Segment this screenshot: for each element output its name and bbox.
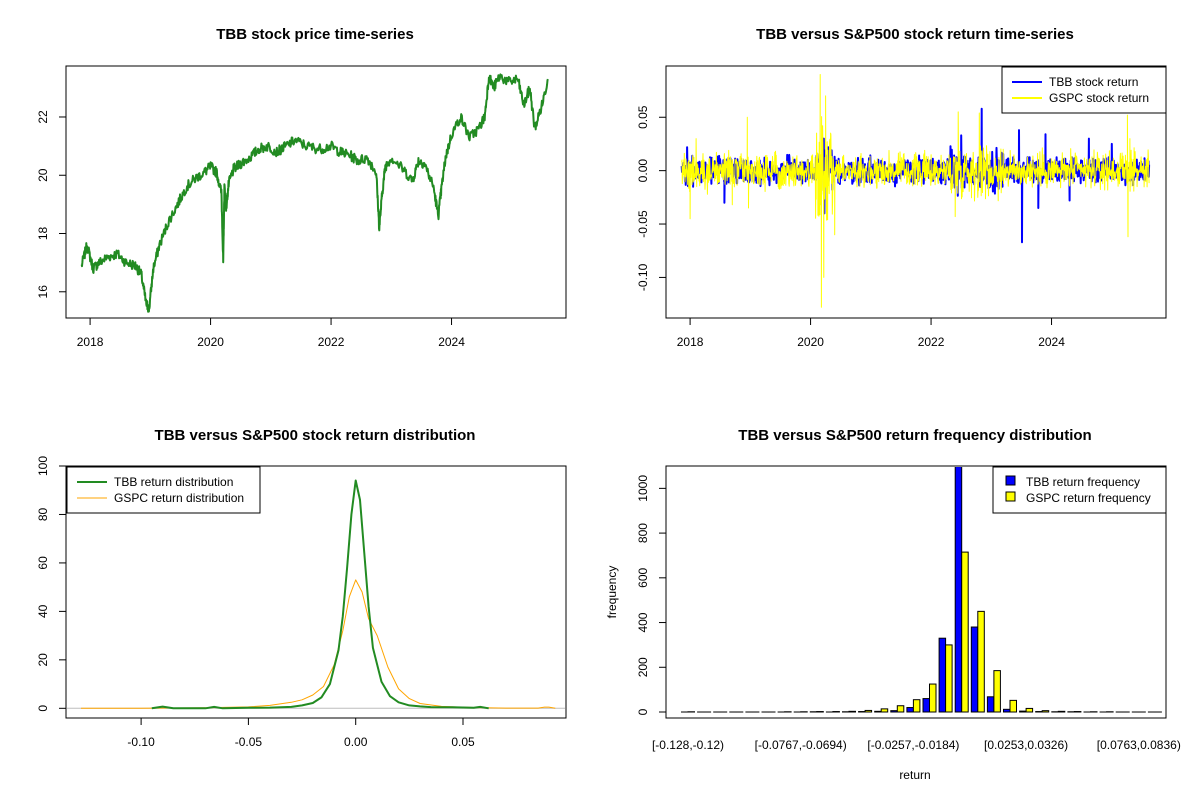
price-series-line bbox=[80, 73, 549, 313]
density-legend-label-tbb: TBB return distribution bbox=[114, 475, 233, 489]
histogram-legend-swatch-tbb bbox=[1005, 475, 1016, 486]
histogram-bar-tbb bbox=[938, 637, 947, 713]
density-x-tick-label: -0.10 bbox=[127, 735, 155, 749]
returns-x-tick-label: 2024 bbox=[1038, 335, 1065, 349]
returns-y-tick-label: -0.10 bbox=[636, 263, 650, 291]
histogram-bar-tbb bbox=[954, 467, 963, 713]
histogram-bar-gspc bbox=[1041, 710, 1050, 713]
density-legend-label-gspc: GSPC return distribution bbox=[114, 491, 244, 505]
returns-x-tick-label: 2020 bbox=[797, 335, 824, 349]
price-x-tick-label: 2022 bbox=[318, 335, 345, 349]
histogram-y-tick-label: 0 bbox=[636, 708, 650, 715]
histogram-bar-tbb bbox=[922, 698, 930, 713]
density-legend: TBB return distribution GSPC return dist… bbox=[66, 466, 261, 514]
density-y-tick-label: 20 bbox=[36, 653, 50, 667]
histogram-y-tick-label: 1000 bbox=[636, 475, 650, 502]
histogram-legend-label-gspc: GSPC return frequency bbox=[1026, 491, 1151, 505]
returns-x-tick-label: 2022 bbox=[918, 335, 945, 349]
histogram-y-tick-label: 200 bbox=[636, 657, 650, 677]
histogram-y-tick-label: 800 bbox=[636, 523, 650, 543]
histogram-bar-gspc bbox=[961, 551, 969, 713]
histogram-bar-tbb bbox=[986, 696, 995, 713]
histogram-x-tick-label: [0.0253,0.0326) bbox=[984, 738, 1068, 752]
histogram-bar-tbb bbox=[1003, 708, 1011, 713]
price-y-tick-label: 22 bbox=[36, 110, 50, 124]
histogram-bar-gspc bbox=[864, 709, 873, 713]
density-y-tick-label: 60 bbox=[36, 556, 50, 570]
returns-legend-box bbox=[1001, 66, 1167, 114]
histogram-legend-swatch-gspc bbox=[1005, 491, 1016, 502]
histogram-bar-gspc bbox=[1025, 707, 1034, 713]
histogram-x-tick-label: [-0.0767,-0.0694) bbox=[755, 738, 847, 752]
histogram-xlabel: return bbox=[899, 768, 930, 782]
histogram-bar-gspc bbox=[880, 708, 889, 713]
returns-legend: TBB stock return GSPC stock return bbox=[1001, 66, 1167, 114]
density-y-tick-label: 100 bbox=[36, 456, 50, 476]
density-series-gspc bbox=[81, 579, 556, 709]
histogram-chart-title: TBB versus S&P500 return frequency distr… bbox=[738, 427, 1091, 444]
returns-chart: TBB versus S&P500 stock return time-seri… bbox=[636, 26, 1167, 349]
density-chart-title: TBB versus S&P500 stock return distribut… bbox=[155, 427, 476, 444]
returns-y-tick-label: 0.00 bbox=[636, 159, 650, 183]
returns-chart-title: TBB versus S&P500 stock return time-seri… bbox=[756, 26, 1074, 43]
histogram-bar-gspc bbox=[896, 705, 905, 713]
density-x-tick-label: 0.05 bbox=[451, 735, 475, 749]
density-chart: TBB versus S&P500 stock return distribut… bbox=[36, 427, 567, 749]
histogram-bar-gspc bbox=[993, 670, 1001, 713]
histogram-bar-tbb bbox=[906, 707, 914, 713]
histogram-bar-tbb bbox=[890, 710, 898, 713]
histogram-chart: TBB versus S&P500 return frequency distr… bbox=[605, 427, 1181, 782]
histogram-legend-label-tbb: TBB return frequency bbox=[1026, 475, 1140, 489]
histogram-x-tick-label: [0.0763,0.0836) bbox=[1097, 738, 1181, 752]
returns-y-tick-label: 0.05 bbox=[636, 105, 650, 129]
price-y-tick-label: 20 bbox=[36, 168, 50, 182]
price-x-tick-label: 2020 bbox=[197, 335, 224, 349]
returns-legend-label-tbb: TBB stock return bbox=[1049, 75, 1138, 89]
histogram-bar-gspc bbox=[1009, 699, 1017, 713]
returns-series-gspc bbox=[681, 74, 1150, 308]
density-y-tick-label: 80 bbox=[36, 507, 50, 521]
returns-legend-label-gspc: GSPC stock return bbox=[1049, 91, 1149, 105]
price-x-tick-label: 2024 bbox=[438, 335, 465, 349]
histogram-bar-gspc bbox=[848, 710, 856, 713]
histogram-bar-gspc bbox=[945, 644, 953, 713]
histogram-x-tick-label: [-0.0257,-0.0184) bbox=[867, 738, 959, 752]
density-x-tick-label: -0.05 bbox=[235, 735, 263, 749]
histogram-bar-gspc bbox=[1057, 710, 1066, 713]
histogram-bar-tbb bbox=[1019, 710, 1027, 713]
histogram-y-tick-label: 600 bbox=[636, 567, 650, 587]
price-x-tick-label: 2018 bbox=[77, 335, 104, 349]
returns-x-tick-label: 2018 bbox=[677, 335, 704, 349]
histogram-bar-gspc bbox=[929, 683, 937, 713]
price-chart: TBB stock price time-series 2018 2020 2022… bbox=[36, 26, 567, 349]
histogram-bar-tbb bbox=[874, 710, 882, 713]
density-legend-box bbox=[66, 466, 261, 514]
histogram-legend-box bbox=[992, 466, 1167, 514]
returns-y-tick-label: -0.05 bbox=[636, 210, 650, 238]
density-y-tick-label: 0 bbox=[36, 705, 50, 712]
histogram-bar-gspc bbox=[977, 610, 985, 713]
histogram-bar-tbb bbox=[970, 626, 979, 713]
price-chart-title: TBB stock price time-series bbox=[216, 26, 414, 43]
price-y-tick-label: 18 bbox=[36, 227, 50, 241]
density-series-tbb bbox=[151, 479, 489, 710]
histogram-ylabel: frequency bbox=[605, 566, 619, 619]
price-y-tick-label: 16 bbox=[36, 285, 50, 299]
histogram-legend: TBB return frequency GSPC return frequen… bbox=[992, 466, 1167, 514]
histogram-bar-gspc bbox=[912, 699, 921, 713]
histogram-y-tick-label: 400 bbox=[636, 612, 650, 632]
density-y-tick-label: 40 bbox=[36, 604, 50, 618]
histogram-x-tick-label: [-0.128,-0.12) bbox=[652, 738, 724, 752]
density-x-tick-label: 0.00 bbox=[344, 735, 368, 749]
